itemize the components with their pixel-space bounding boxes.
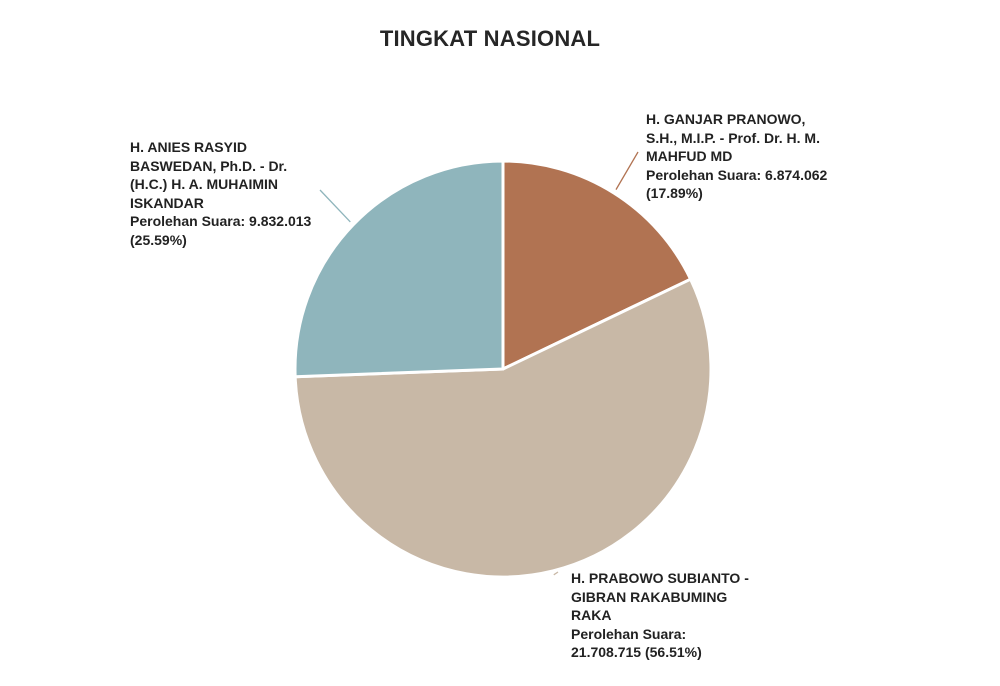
chart-title: TINGKAT NASIONAL [379, 26, 601, 51]
slice-percent-ganjar: (17.89%) [646, 185, 703, 201]
pie-slice-prabowo [293, 277, 713, 579]
slice-votes-anies: Perolehan Suara: 9.832.013 [130, 213, 312, 229]
slice-label-ganjar: H. GANJAR PRANOWO, S.H., M.I.P. - Prof. … [646, 110, 846, 203]
slice-votes-prabowo: Perolehan Suara: [571, 625, 687, 642]
pie-slice-ganjar [501, 159, 693, 371]
slice-name-prabowo: H. PRABOWO SUBIANTO - GIBRAN RAKABUMING … [571, 570, 749, 623]
slice-votes-ganjar: Perolehan Suara: 6.874.062 [646, 166, 828, 183]
leader-line-anies [319, 189, 351, 223]
slice-label-prabowo: H. PRABOWO SUBIANTO - GIBRAN RAKABUMING … [571, 569, 771, 662]
pie-slice-anies [293, 159, 505, 379]
slice-label-anies: H. ANIES RASYID BASWEDAN, Ph.D. - Dr. (H… [130, 138, 330, 249]
slice-percent-prabowo: 21.708.715 (56.51%) [571, 644, 702, 660]
slice-name-ganjar: H. GANJAR PRANOWO, S.H., M.I.P. - Prof. … [646, 111, 820, 164]
leader-line-prabowo [553, 571, 559, 576]
slice-percent-anies: (25.59%) [130, 231, 187, 248]
slice-name-anies: H. ANIES RASYID BASWEDAN, Ph.D. - Dr. (H… [130, 139, 288, 211]
leader-line-ganjar [615, 151, 639, 190]
